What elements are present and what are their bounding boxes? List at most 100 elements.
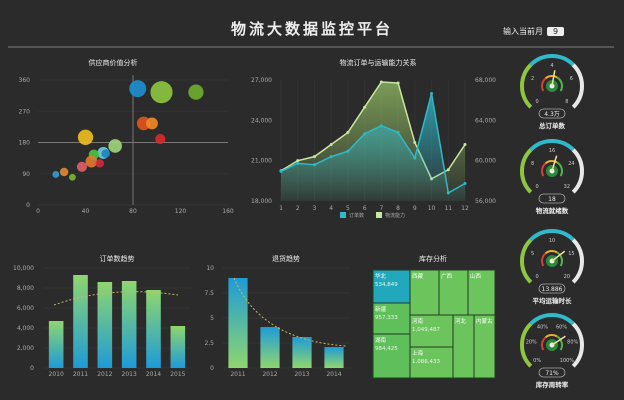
x-tick-label: 2014 [326,371,341,378]
treemap-cell-上海[interactable]: 上海 1,086,433 [410,347,453,378]
y2-tick-label: 64,000 [475,117,496,124]
treemap-cell-河北[interactable]: 河北 [453,315,474,378]
gauge-value-box [538,367,566,378]
treemap-value: 1,086,433 [412,359,440,365]
returns-bar-chart-title: 退货趋势 [272,254,300,263]
x-tick-label: 3 [313,205,317,212]
gauge-tick-label: 100% [560,358,575,364]
x-tick-label: 8 [396,205,400,212]
treemap-cell-山西[interactable]: 山西 [468,270,495,315]
treemap-cell-西藏[interactable]: 西藏 [410,270,439,315]
series-line [280,93,466,195]
bubble-point [188,84,204,100]
gauge-arc-high [571,148,584,194]
header-divider [8,46,614,48]
x-tick-label: 11 [444,205,452,212]
treemap-cell-华北[interactable]: 华北 534,849 [373,270,410,303]
treemap-rect [453,315,474,378]
gauge-tick-label: 80% [567,340,578,346]
x-tick-label: 0 [36,208,40,215]
y-tick-label: 270 [19,108,31,115]
gauge-label: 平均运输时长 [533,296,573,305]
data-point [396,130,400,134]
y-tick-label: 0 [30,365,34,372]
treemap-value: 957,333 [375,315,398,321]
treemap-region-label: 华北 [375,272,387,280]
x-tick-label: 2012 [97,371,112,378]
gauge-label: 总订单数 [539,121,566,130]
gauge-inner-yellow [544,250,558,255]
bar [228,278,248,368]
gauge-inner-yellow [544,75,558,80]
treemap-rect [468,270,495,315]
x-tick-label: 2012 [262,371,277,378]
gauge-arc-high [571,63,584,109]
legend-label: 物流能力 [385,212,405,219]
x-tick-label: 80 [129,208,137,215]
gauge-inner-green [556,76,563,92]
y-tick-label: 4,000 [17,325,34,332]
treemap-rect [373,270,410,303]
legend-swatch [340,212,346,218]
gauge-tick-label: 10 [549,238,555,244]
treemap-rect [410,315,453,347]
gauge-inner-red [541,162,547,177]
data-point [463,143,467,147]
treemap-cell-河南[interactable]: 河南 1,049,487 [410,315,453,347]
gauge-inner-yellow [544,334,558,339]
gauge-value: 13.886 [542,286,563,293]
gauge-value-box [538,193,566,204]
bubble-point [155,133,166,145]
data-point [296,159,300,163]
data-point [363,105,367,109]
gauge-inner-red [541,77,547,92]
y-tick-label: 90 [22,171,30,178]
treemap-value: 534,849 [375,282,398,288]
treemap-cell-内蒙古[interactable]: 内蒙古 [474,315,495,378]
gauge-needle [551,155,558,172]
bubble-point [69,173,76,181]
bubble-point [76,161,88,172]
gauge-tick-label: 5 [531,251,534,257]
treemap-region-label: 河北 [455,317,467,325]
bubble-point [150,81,173,104]
y-tick-label: 27,000 [251,77,272,84]
data-point [413,141,417,145]
month-select[interactable]: 9 [547,27,565,36]
treemap-cell-新疆[interactable]: 新疆 957,333 [373,303,410,334]
gauge-inner-red [541,252,547,267]
gauge-arc-low [520,148,533,194]
gauge-tick-label: 60% [556,324,567,330]
legend-label: 订单数 [349,212,364,219]
treemap-region-label: 新疆 [375,305,387,313]
gauge-tick-label: 16 [549,148,555,154]
bar [260,327,280,368]
gauge-value: 18 [548,196,556,203]
data-point [296,161,300,165]
orders-bar-chart-title: 订单数趋势 [100,254,135,263]
gauge-value-box [538,108,566,119]
bar [292,337,312,368]
y-tick-label: 21,000 [251,158,272,165]
data-point [346,149,350,153]
bar [146,290,161,368]
month-selector[interactable]: 输入当前月 9 [503,26,565,37]
x-tick-label: 160 [222,208,234,215]
treemap-cell-广西[interactable]: 广西 [439,270,468,315]
treemap-cell-湖南[interactable]: 湖南 984,425 [373,334,410,378]
y-tick-label: 2,000 [17,345,34,352]
bubble-point [108,139,122,153]
gauge-tick-label: 8 [531,161,534,167]
x-tick-label: 7 [379,205,383,212]
trendline [53,291,179,306]
treemap-rect [439,270,468,315]
data-point [379,124,383,128]
gauge-tick-label: 20% [526,340,537,346]
y-tick-label: 10,000 [13,265,34,272]
gauge-arc-low [520,238,533,284]
treemap-region-label: 上海 [412,349,424,357]
x-tick-label: 2010 [49,371,64,378]
gauge-inner-green [556,335,563,351]
y-tick-label: 7.5 [204,290,214,297]
gauge-arc-mid [529,54,575,67]
